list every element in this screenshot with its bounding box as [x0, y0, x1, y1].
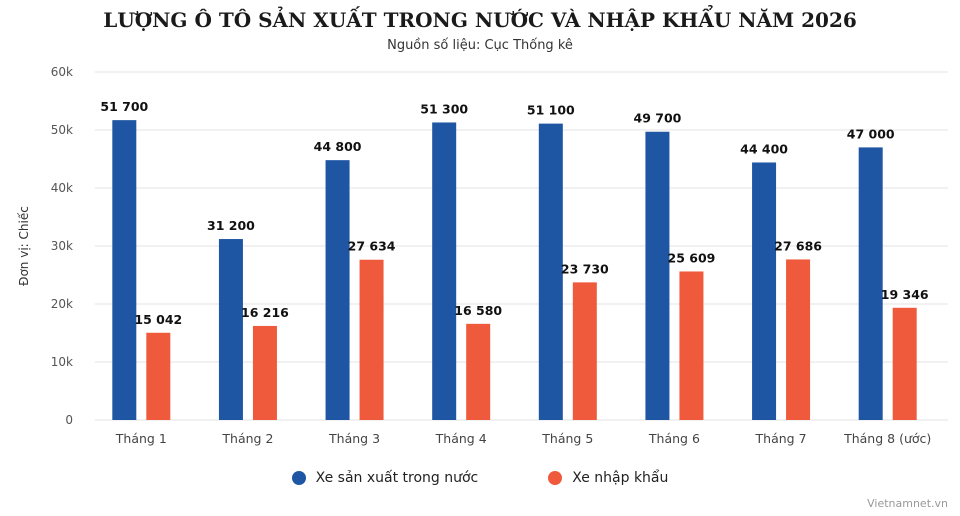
bar-imported: [786, 259, 811, 420]
bar-imported: [146, 332, 171, 420]
data-label-imported: 25 609: [668, 250, 716, 265]
bar-imported: [892, 307, 917, 420]
y-tick-label: 0: [65, 413, 73, 427]
y-tick-label: 20k: [51, 297, 73, 311]
plot-area: 0 10k 20k 30k 40k 50k 60k Đơn vị: Chiếc 51 700 15…: [17, 65, 948, 446]
legend-label-imported: Xe nhập khẩu: [572, 470, 669, 486]
data-label-domestic: 44 800: [314, 139, 362, 154]
data-label-domestic: 51 100: [527, 103, 575, 118]
legend-item-imported[interactable]: Xe nhập khẩu: [548, 470, 668, 486]
chart-subtitle: Nguồn số liệu: Cục Thống kê: [387, 38, 573, 53]
data-label-imported: 23 730: [561, 261, 609, 276]
x-tick-label: Tháng 5: [541, 431, 593, 446]
data-label-domestic: 51 700: [100, 99, 148, 114]
y-tick-label: 10k: [51, 355, 73, 369]
data-label-imported: 19 346: [881, 287, 929, 302]
legend-swatch-domestic: [291, 471, 306, 485]
bar-imported: [572, 282, 597, 420]
legend: Xe sản xuất trong nước Xe nhập khẩu: [0, 470, 960, 486]
y-tick-label: 60k: [51, 65, 73, 79]
data-label-domestic: 49 700: [634, 111, 682, 126]
data-label-imported: 27 686: [774, 238, 822, 253]
x-tick-label: Tháng 6: [648, 431, 700, 446]
x-tick-label: Tháng 2: [221, 431, 273, 446]
y-axis-label: Đơn vị: Chiếc: [17, 206, 31, 286]
bar-domestic: [858, 147, 883, 420]
watermark: Vietnamnet.vn: [867, 497, 948, 510]
bar-imported: [466, 323, 491, 420]
legend-label-domestic: Xe sản xuất trong nước: [315, 470, 479, 486]
bar-domestic: [112, 120, 137, 420]
bar-domestic: [538, 123, 563, 421]
bar-domestic: [432, 122, 457, 421]
bar-domestic: [752, 162, 777, 421]
y-tick-label: 40k: [51, 181, 73, 195]
legend-item-domestic[interactable]: Xe sản xuất trong nước: [291, 470, 479, 486]
chart-title: LƯỢNG Ô TÔ SẢN XUẤT TRONG NƯỚC VÀ NHẬP K…: [103, 8, 857, 32]
bar-domestic: [645, 131, 670, 421]
data-label-domestic: 44 400: [740, 141, 788, 156]
x-tick-label: Tháng 1: [115, 431, 167, 446]
data-label-imported: 16 580: [454, 303, 502, 318]
data-label-domestic: 51 300: [420, 101, 468, 116]
y-tick-label: 30k: [51, 239, 73, 253]
bar-imported: [359, 259, 384, 420]
data-label-domestic: 31 200: [207, 218, 255, 233]
bar-imported: [679, 271, 704, 420]
x-tick-label: Tháng 7: [755, 431, 807, 446]
x-tick-label: Tháng 8 (ước): [843, 431, 931, 446]
x-tick-label: Tháng 3: [328, 431, 380, 446]
y-tick-label: 50k: [51, 123, 73, 137]
bar-domestic: [218, 239, 243, 420]
bar-imported: [252, 325, 277, 420]
x-tick-label: Tháng 4: [435, 431, 487, 446]
data-label-domestic: 47 000: [847, 126, 895, 141]
data-label-imported: 15 042: [134, 312, 182, 327]
legend-swatch-imported: [548, 471, 563, 485]
bar-domestic: [325, 160, 350, 420]
data-label-imported: 16 216: [241, 305, 289, 320]
data-label-imported: 27 634: [348, 239, 396, 254]
